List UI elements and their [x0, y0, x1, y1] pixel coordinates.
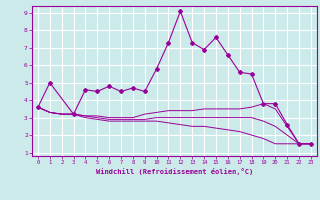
X-axis label: Windchill (Refroidissement éolien,°C): Windchill (Refroidissement éolien,°C) [96, 168, 253, 175]
